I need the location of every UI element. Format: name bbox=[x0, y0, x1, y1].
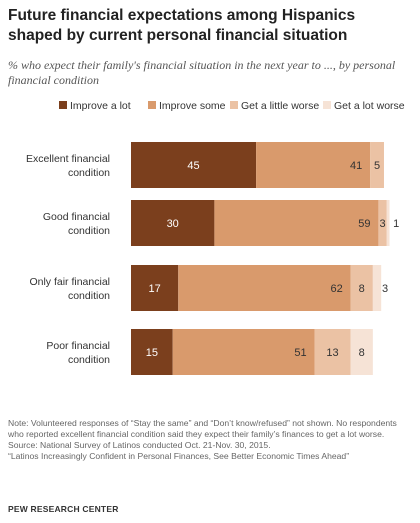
note-text: Note: Volunteered responses of “Stay the… bbox=[8, 418, 397, 439]
data-label: 30 bbox=[167, 218, 179, 230]
bar-segment bbox=[378, 200, 387, 246]
category-label: Poor financial condition bbox=[46, 340, 110, 366]
data-label: 41 bbox=[350, 160, 362, 172]
bar-segment bbox=[131, 265, 179, 311]
data-label: 8 bbox=[359, 347, 365, 359]
data-label: 8 bbox=[359, 283, 365, 295]
chart-title: Future financial expectations among Hisp… bbox=[8, 7, 356, 44]
legend-label: Improve a lot bbox=[70, 100, 131, 112]
legend-swatch bbox=[148, 101, 156, 109]
data-label: 45 bbox=[187, 160, 199, 172]
data-label: 5 bbox=[374, 160, 380, 172]
data-label: 13 bbox=[326, 347, 338, 359]
data-label: 51 bbox=[294, 347, 306, 359]
source-text: Source: National Survey of Latinos condu… bbox=[8, 440, 271, 450]
category-label: Good financial condition bbox=[43, 211, 110, 237]
bar-segment bbox=[131, 329, 173, 375]
legend-label: Get a little worse bbox=[241, 100, 319, 112]
data-label: 59 bbox=[358, 218, 370, 230]
bar-segment bbox=[386, 200, 390, 246]
data-label: 62 bbox=[330, 283, 342, 295]
bar-segment bbox=[370, 142, 384, 188]
bar-segment bbox=[178, 265, 351, 311]
brand-logo-text: PEW RESEARCH CENTER bbox=[8, 504, 119, 514]
bar-segment bbox=[256, 142, 371, 188]
chart-subtitle: % who expect their family's financial si… bbox=[8, 58, 396, 87]
category-label: Excellent financial condition bbox=[26, 153, 110, 179]
bar-segment bbox=[372, 265, 382, 311]
bar-segment bbox=[131, 142, 257, 188]
bar-segment bbox=[214, 200, 379, 246]
legend-swatch bbox=[230, 101, 238, 109]
data-label: 1 bbox=[393, 218, 399, 230]
legend-label: Get a lot worse bbox=[334, 100, 405, 112]
bar-segment bbox=[350, 265, 373, 311]
bar-segment bbox=[350, 329, 373, 375]
bar-segment bbox=[172, 329, 315, 375]
footnotes: Note: Volunteered responses of “Stay the… bbox=[8, 418, 414, 462]
legend-label: Improve some bbox=[159, 100, 226, 112]
legend-swatch bbox=[323, 101, 331, 109]
data-label: 3 bbox=[380, 218, 386, 230]
category-label: Only fair financial condition bbox=[29, 276, 110, 302]
report-text: “Latinos Increasingly Confident in Perso… bbox=[8, 451, 350, 461]
bar-segment bbox=[131, 200, 215, 246]
data-label: 3 bbox=[382, 283, 388, 295]
data-label: 15 bbox=[146, 347, 158, 359]
data-label: 17 bbox=[149, 283, 161, 295]
bar-segment bbox=[314, 329, 351, 375]
legend-swatch bbox=[59, 101, 67, 109]
stacked-bar-chart: Improve a lot Improve some Get a little wo… bbox=[26, 100, 405, 375]
